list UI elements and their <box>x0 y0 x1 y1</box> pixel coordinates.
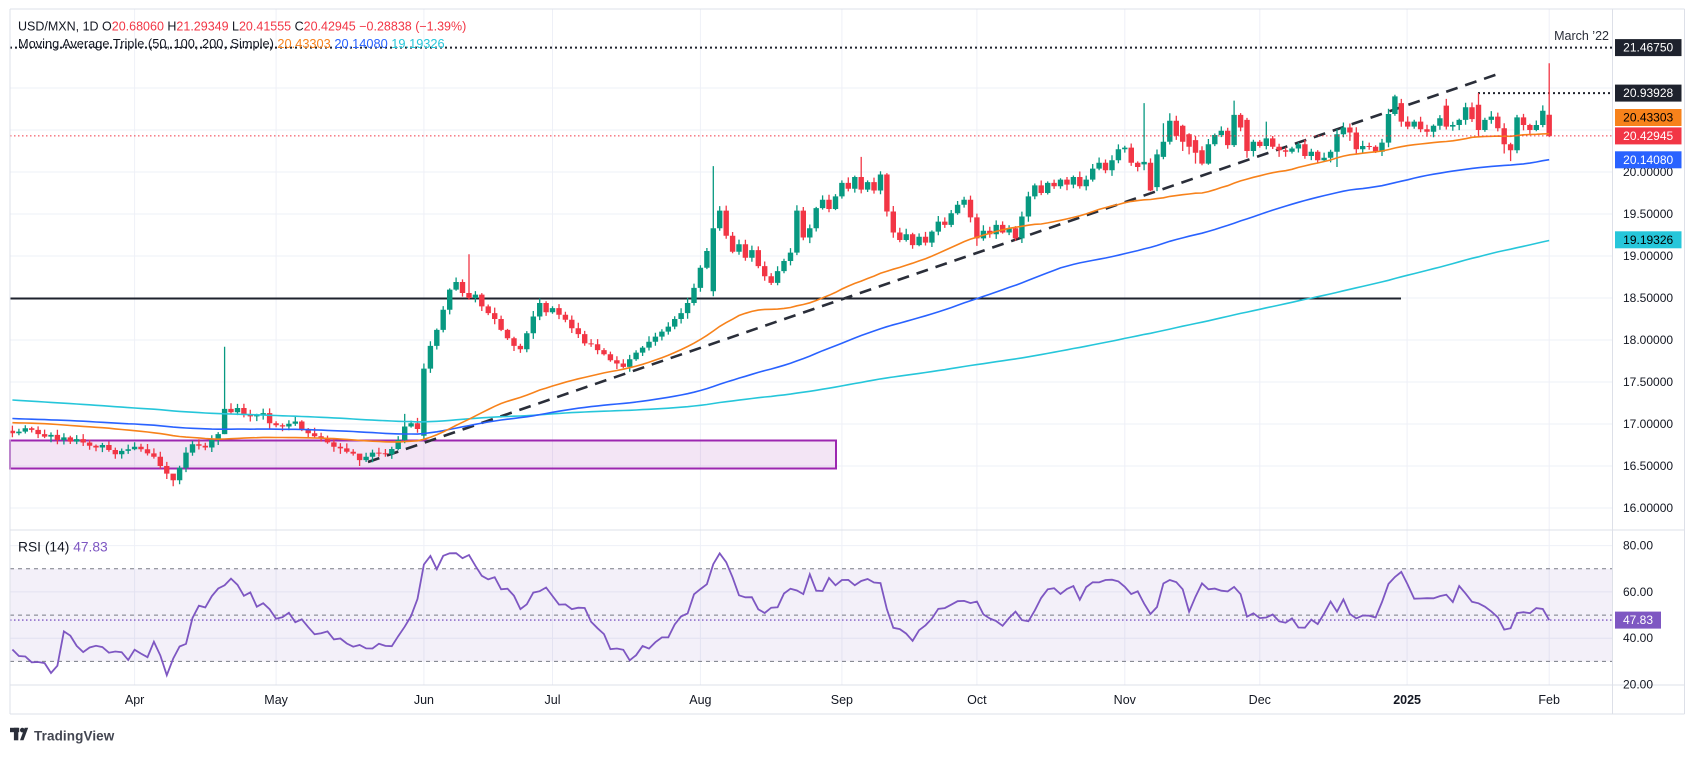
svg-text:18.00000: 18.00000 <box>1623 333 1673 347</box>
svg-text:17.50000: 17.50000 <box>1623 375 1673 389</box>
svg-text:Nov: Nov <box>1114 693 1137 707</box>
svg-text:20.42945: 20.42945 <box>1623 129 1673 143</box>
svg-text:Aug: Aug <box>689 693 711 707</box>
svg-text:16.50000: 16.50000 <box>1623 459 1673 473</box>
svg-text:Jul: Jul <box>545 693 561 707</box>
svg-text:21.46750: 21.46750 <box>1623 41 1673 55</box>
svg-text:20.14080: 20.14080 <box>1623 153 1673 167</box>
svg-text:18.50000: 18.50000 <box>1623 291 1673 305</box>
svg-text:May: May <box>264 693 288 707</box>
svg-text:2025: 2025 <box>1393 693 1421 707</box>
svg-text:19.19326: 19.19326 <box>1623 233 1673 247</box>
svg-text:TradingView: TradingView <box>34 729 115 744</box>
svg-text:16.00000: 16.00000 <box>1623 501 1673 515</box>
svg-text:20.93928: 20.93928 <box>1623 86 1673 100</box>
svg-text:Moving Average Triple (50, 100: Moving Average Triple (50, 100, 200, Sim… <box>18 36 445 51</box>
svg-text:USD/MXN, 1D O20.68060 H21.2934: USD/MXN, 1D O20.68060 H21.29349 L20.4155… <box>18 20 466 34</box>
svg-text:40.00: 40.00 <box>1623 631 1653 645</box>
svg-text:20.00: 20.00 <box>1623 678 1653 692</box>
svg-text:RSI (14) 47.83: RSI (14) 47.83 <box>18 540 108 555</box>
svg-text:Jun: Jun <box>414 693 434 707</box>
svg-text:Sep: Sep <box>831 693 853 707</box>
svg-text:20.43303: 20.43303 <box>1623 111 1673 125</box>
svg-text:17.00000: 17.00000 <box>1623 417 1673 431</box>
svg-text:20.00000: 20.00000 <box>1623 165 1673 179</box>
svg-text:47.83: 47.83 <box>1623 613 1653 627</box>
svg-text:Dec: Dec <box>1249 693 1271 707</box>
svg-text:Apr: Apr <box>125 693 144 707</box>
svg-text:80.00: 80.00 <box>1623 539 1653 553</box>
svg-text:19.00000: 19.00000 <box>1623 249 1673 263</box>
svg-text:Oct: Oct <box>967 693 987 707</box>
svg-text:Feb: Feb <box>1538 693 1560 707</box>
svg-text:60.00: 60.00 <box>1623 585 1653 599</box>
svg-text:19.50000: 19.50000 <box>1623 207 1673 221</box>
svg-text:March ’22: March ’22 <box>1554 29 1609 43</box>
